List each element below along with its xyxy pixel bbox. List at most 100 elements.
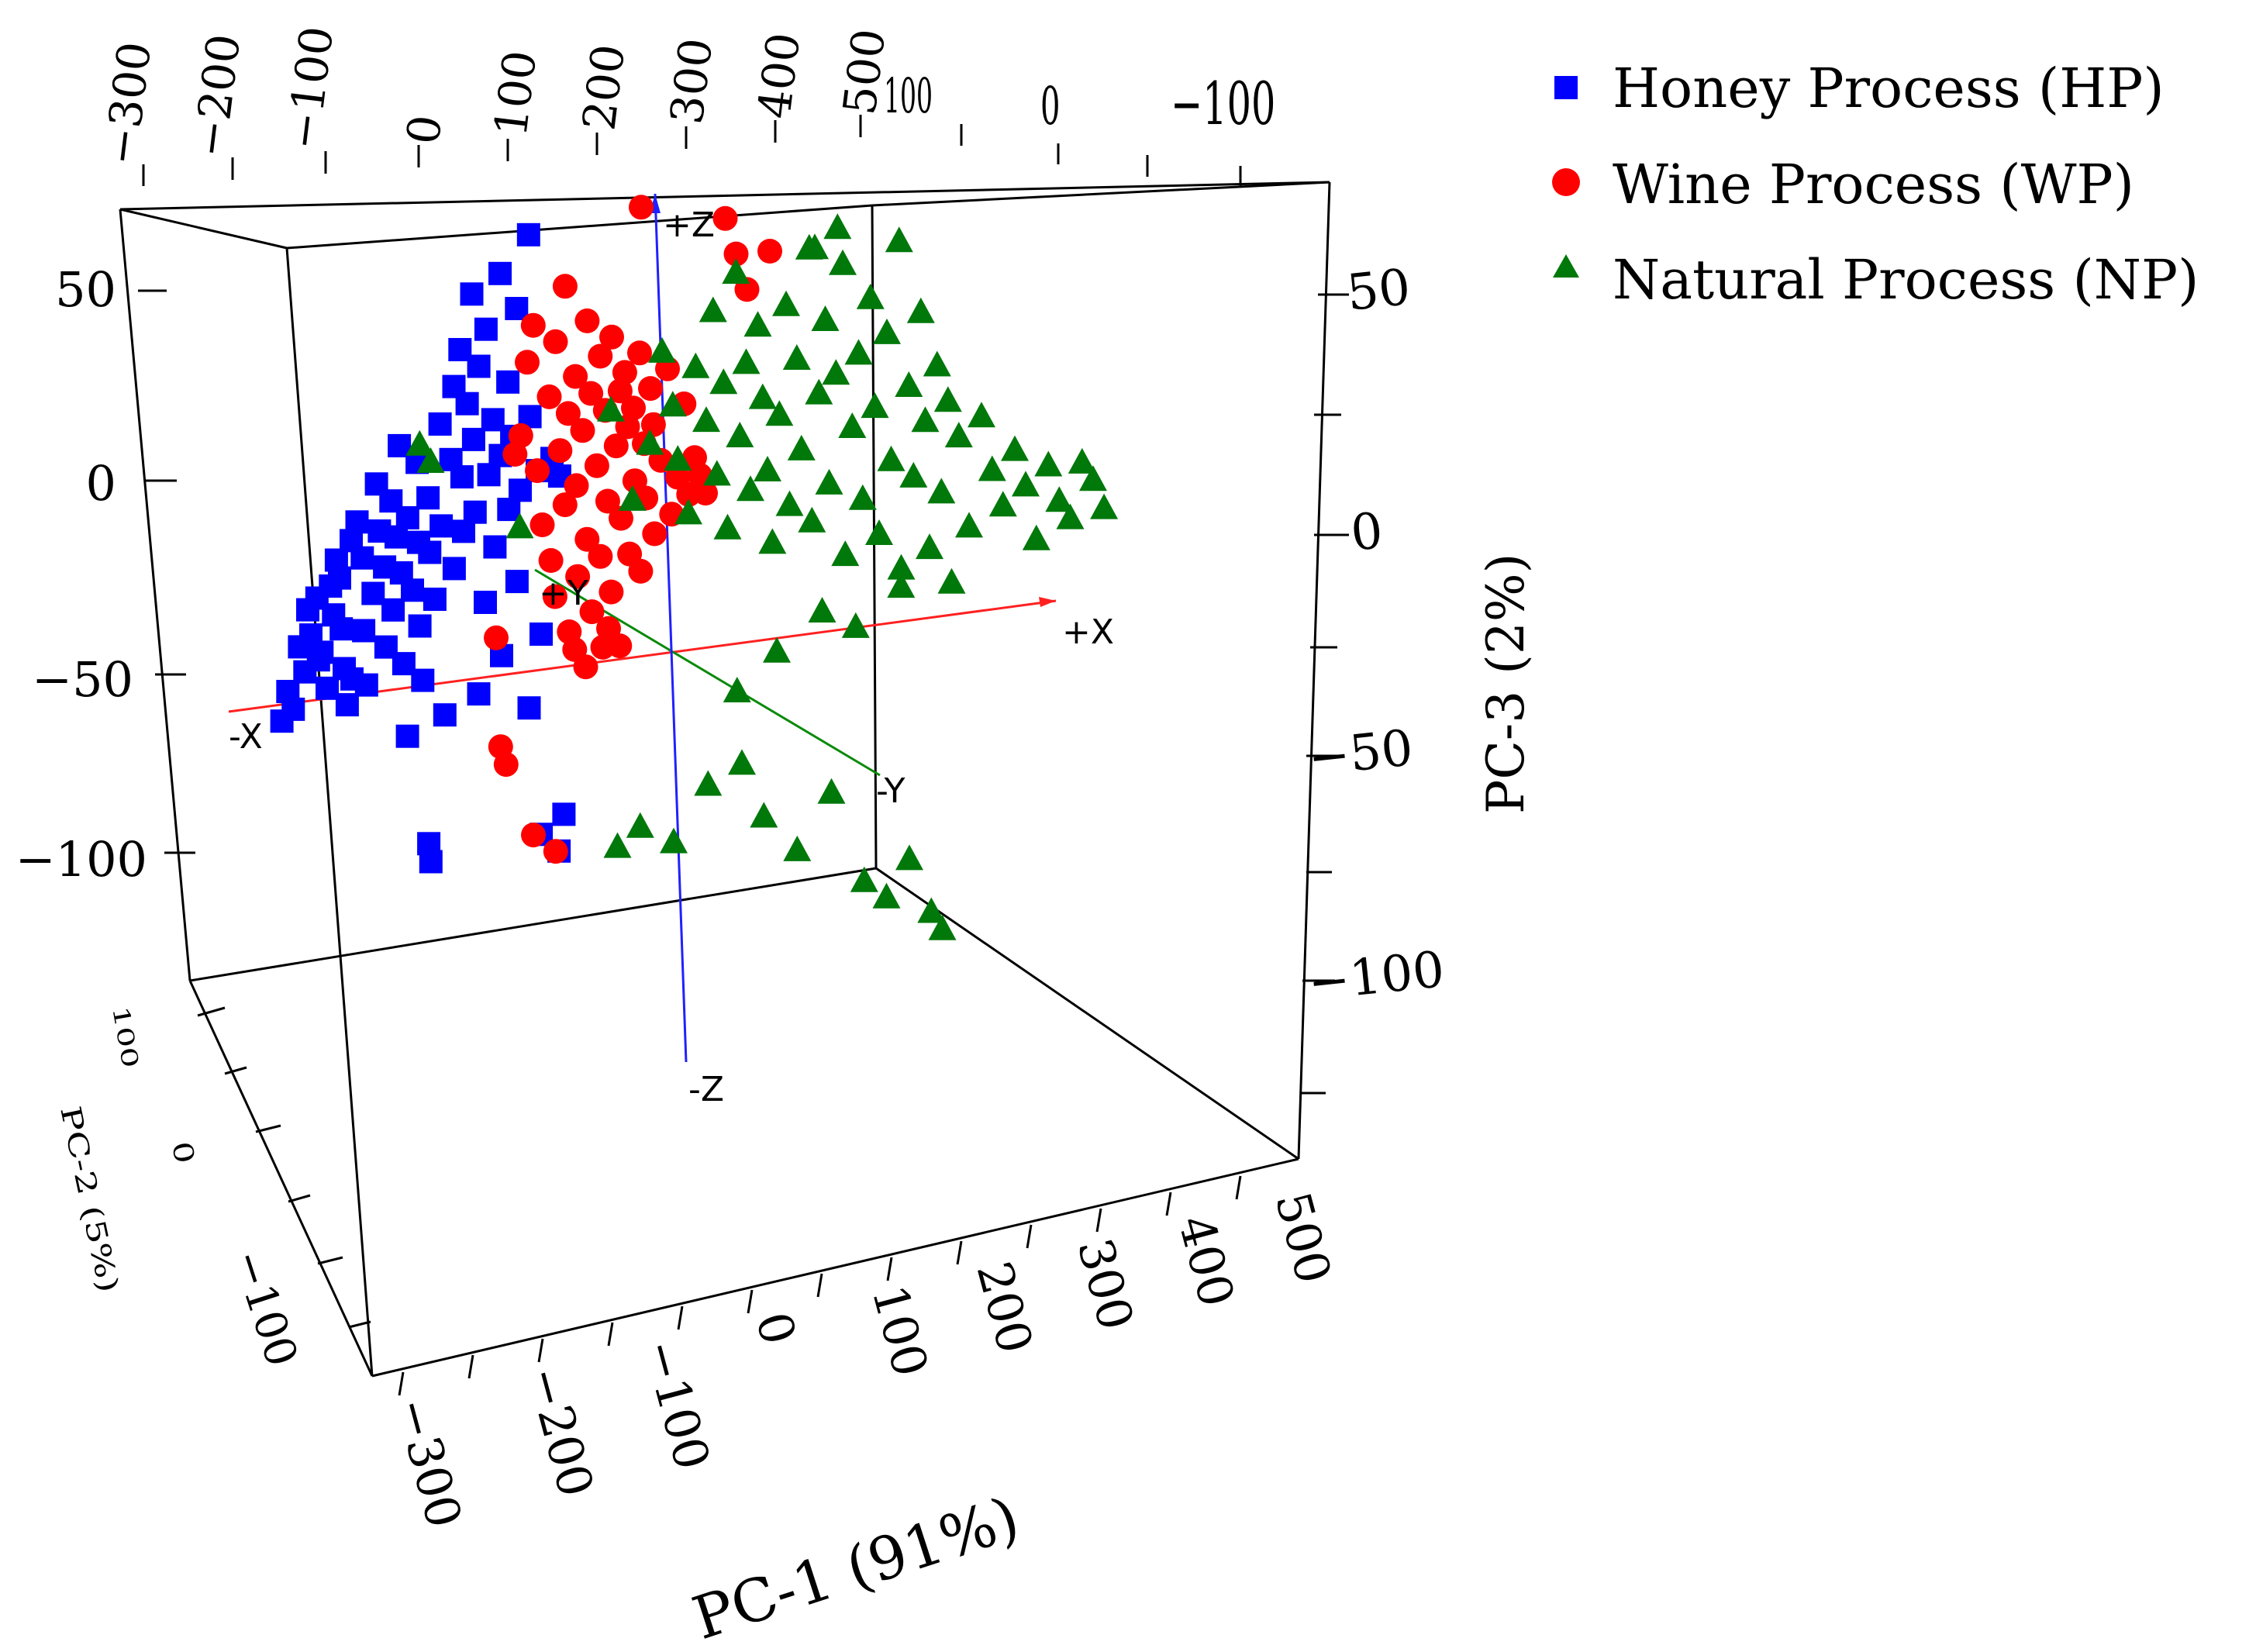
data-point-square [423, 588, 447, 611]
tick-label: 50 [55, 261, 116, 318]
data-point-circle [595, 488, 620, 514]
data-point-circle [607, 378, 633, 404]
scatter-points [270, 195, 1119, 940]
data-point-triangle [872, 882, 901, 909]
data-point-triangle [1012, 471, 1040, 497]
data-point-triangle [709, 368, 738, 395]
tick-label: −200 [516, 1361, 605, 1502]
data-point-square [381, 598, 405, 622]
data-point-square [433, 703, 457, 727]
data-point-triangle [726, 422, 754, 447]
data-point-circle [638, 376, 663, 402]
data-point-triangle [831, 540, 860, 567]
data-point-triangle [505, 512, 534, 539]
data-point-triangle [728, 749, 756, 775]
data-point-square [516, 222, 540, 247]
data-point-triangle [783, 835, 812, 861]
tick-label: −100 [276, 23, 343, 152]
data-point-triangle [815, 468, 843, 495]
pc2-tick-labels: 100 0 −100 [107, 1004, 307, 1372]
data-point-circle [757, 239, 782, 264]
data-point-square [296, 598, 319, 622]
data-point-triangle [722, 258, 750, 285]
data-point-circle [574, 308, 600, 333]
tick-label: −200 [183, 31, 250, 160]
tick-label: 50 [1344, 259, 1413, 322]
data-point-square [474, 591, 497, 614]
legend-label-hp: Honey Process (HP) [1613, 57, 2165, 120]
tick-label: 100 [107, 1004, 144, 1070]
data-point-triangle [618, 485, 647, 511]
data-point-square [496, 370, 520, 394]
top-pc1-tick-labels: −300 −200 −100 0 100 200 300 400 500 [94, 23, 895, 167]
data-point-square [455, 391, 479, 416]
data-point-triangle [798, 506, 826, 533]
left-pc3-tick-labels: 50 0 −50 −100 [16, 261, 147, 888]
data-point-square [361, 581, 385, 605]
data-point-triangle [899, 461, 928, 488]
data-point-triangle [1068, 447, 1096, 474]
tick-label: −50 [1306, 719, 1416, 788]
data-point-circle [562, 636, 588, 662]
data-point-square [395, 724, 419, 748]
data-point-circle [530, 512, 555, 537]
data-point-square [463, 500, 487, 524]
data-point-circle [502, 442, 528, 467]
plot-box-frame [119, 181, 1331, 1378]
data-point-square [442, 557, 466, 581]
data-point-circle [536, 384, 562, 409]
data-point-square [350, 546, 374, 570]
data-point-circle [555, 401, 581, 426]
data-point-triangle [895, 371, 923, 397]
data-point-square [335, 693, 359, 717]
data-point-triangle [978, 455, 1006, 481]
data-point-circle [584, 453, 609, 478]
data-point-triangle [732, 348, 761, 374]
data-point-triangle [699, 296, 727, 322]
data-point-triangle [658, 391, 687, 417]
data-point-triangle [1090, 493, 1119, 519]
data-point-triangle [416, 447, 445, 473]
data-point-circle [621, 395, 646, 421]
data-point-triangle [829, 249, 857, 275]
data-point-triangle [782, 344, 811, 370]
data-point-circle [521, 823, 546, 848]
data-point-square [418, 540, 442, 564]
data-point-circle [570, 418, 595, 443]
data-point-triangle [743, 311, 772, 337]
data-point-triangle [838, 412, 867, 438]
data-point-square [461, 427, 485, 451]
tick-label: 300 [660, 36, 723, 127]
data-point-square [411, 668, 435, 692]
data-point-triangle [877, 445, 906, 471]
data-point-circle [515, 350, 540, 375]
data-point-square [416, 486, 440, 510]
data-point-square [483, 535, 507, 559]
data-point-triangle [713, 513, 742, 540]
data-point-triangle [597, 395, 625, 422]
data-point-triangle [805, 378, 833, 405]
data-point-triangle [801, 233, 829, 260]
data-point-square [408, 614, 432, 638]
tick-label: 400 [747, 30, 810, 122]
data-point-triangle [808, 597, 837, 623]
right-pc3-tick-labels: 50 0 −50 −100 [1306, 259, 1447, 1012]
pos-y-label: +Y [539, 574, 588, 613]
data-point-triangle [405, 429, 434, 456]
data-point-circle [603, 433, 629, 459]
data-point-square [270, 709, 294, 733]
top-pc2-tick-labels: 100 0 −100 [884, 68, 1275, 139]
data-point-circle [607, 633, 633, 659]
data-point-square [316, 676, 339, 700]
data-point-circle [609, 505, 633, 531]
legend-marker-hp [1554, 76, 1578, 99]
data-point-circle [588, 543, 613, 569]
data-point-triangle [758, 528, 787, 554]
data-point-circle [629, 195, 654, 220]
data-point-circle [579, 599, 605, 625]
data-point-square [419, 850, 443, 874]
data-point-triangle [885, 226, 913, 253]
data-point-triangle [817, 778, 846, 804]
data-point-circle [588, 343, 613, 369]
